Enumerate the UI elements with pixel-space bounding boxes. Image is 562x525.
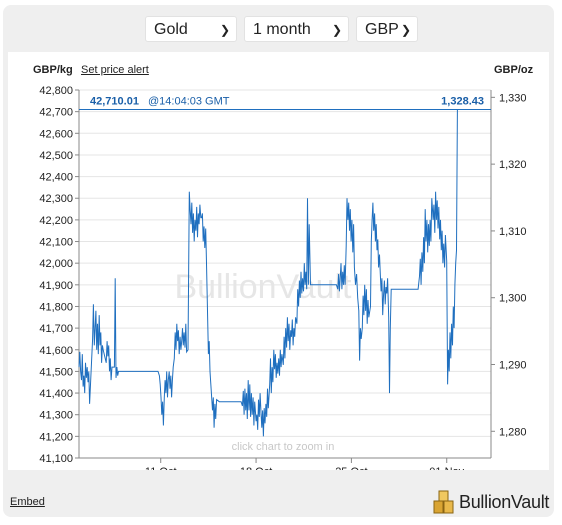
x-tick-label: 01 Nov xyxy=(429,466,464,470)
metal-select[interactable]: Gold ❯ xyxy=(145,16,237,42)
bullionvault-logo: BullionVault xyxy=(431,489,550,515)
embed-link[interactable]: Embed xyxy=(10,496,45,508)
brand-name: BullionVault xyxy=(459,492,550,512)
left-axis-unit: GBP/kg xyxy=(33,64,73,76)
x-tick-label: 25 Oct xyxy=(335,466,367,470)
zoom-hint-text: click chart to zoom in xyxy=(232,441,335,453)
current-price-oz: 1,328.43 xyxy=(441,95,484,107)
right-tick-label: 1,320 xyxy=(499,159,527,171)
left-tick-label: 42,100 xyxy=(39,237,73,249)
right-tick-label: 1,310 xyxy=(499,226,527,238)
current-price-time: @14:04:03 GMT xyxy=(148,95,230,107)
right-tick-label: 1,330 xyxy=(499,92,527,104)
currency-select[interactable]: GBP ❯ xyxy=(356,16,418,42)
left-tick-label: 41,800 xyxy=(39,301,73,313)
right-tick-label: 1,290 xyxy=(499,359,527,371)
left-tick-label: 42,000 xyxy=(39,258,73,270)
current-price-kg: 42,710.01 xyxy=(90,95,139,107)
set-price-alert-link[interactable]: Set price alert xyxy=(81,64,149,76)
chart-panel[interactable]: GBP/kg Set price alert GBP/oz 41,100 41,2… xyxy=(8,52,549,470)
left-tick-label: 41,500 xyxy=(39,366,73,378)
left-tick-label: 42,600 xyxy=(39,128,73,140)
left-tick-label: 41,600 xyxy=(39,345,73,357)
left-tick-label: 42,500 xyxy=(39,150,73,162)
right-tick-label: 1,300 xyxy=(499,293,527,305)
left-tick-label: 41,300 xyxy=(39,410,73,422)
gold-bars-icon xyxy=(433,490,454,514)
watermark-text: BullionVault xyxy=(174,268,352,306)
price-series-line xyxy=(78,109,459,437)
period-select[interactable]: 1 month ❯ xyxy=(244,16,349,42)
left-tick-label: 42,700 xyxy=(39,107,73,119)
left-tick-label: 42,300 xyxy=(39,193,73,205)
left-tick-label: 42,800 xyxy=(39,85,73,97)
x-tick-label: 11 Oct xyxy=(145,466,177,470)
metal-select-value: Gold xyxy=(154,21,188,38)
right-axis-unit: GBP/oz xyxy=(494,64,534,76)
chevron-down-icon: ❯ xyxy=(219,23,230,37)
x-tick-label: 18 Oct xyxy=(240,466,272,470)
currency-select-value: GBP xyxy=(365,21,399,38)
left-tick-label: 42,200 xyxy=(39,215,73,227)
chevron-down-icon: ❯ xyxy=(400,23,411,37)
left-tick-label: 41,400 xyxy=(39,388,73,400)
price-chart-widget: Gold ❯ 1 month ❯ GBP ❯ GBP/kg Set price … xyxy=(3,5,554,517)
price-line-chart[interactable]: 41,100 41,200 41,300 41,400 41,500 41,600 41,7… xyxy=(8,52,549,470)
chevron-down-icon: ❯ xyxy=(331,23,342,37)
left-tick-label: 41,900 xyxy=(39,280,73,292)
right-tick-label: 1,280 xyxy=(499,426,527,438)
left-tick-label: 41,200 xyxy=(39,431,73,443)
left-tick-label: 41,700 xyxy=(39,323,73,335)
left-tick-label: 41,100 xyxy=(39,453,73,465)
period-select-value: 1 month xyxy=(253,21,311,38)
left-tick-label: 42,400 xyxy=(39,172,73,184)
